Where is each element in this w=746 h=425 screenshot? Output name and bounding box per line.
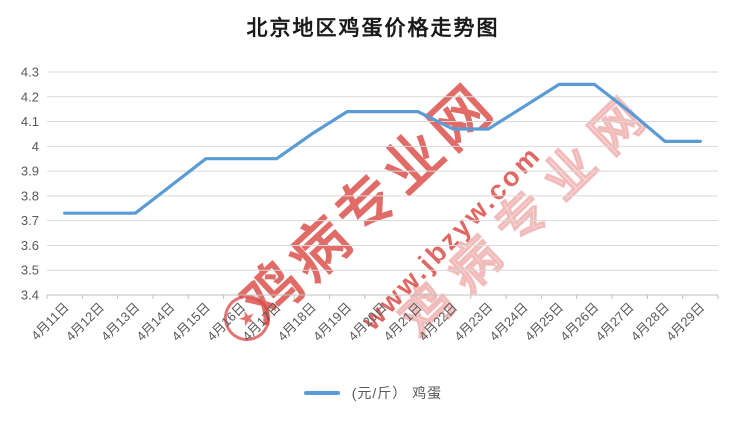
svg-text:4月18日: 4月18日 [275,300,319,344]
svg-text:3.4: 3.4 [21,288,39,303]
svg-text:3.7: 3.7 [21,213,39,228]
svg-text:3.9: 3.9 [21,164,39,179]
svg-text:4月15日: 4月15日 [169,300,213,344]
svg-text:4月20日: 4月20日 [345,300,389,344]
svg-text:4月25日: 4月25日 [522,300,566,344]
svg-text:4.1: 4.1 [21,114,39,129]
svg-text:4月16日: 4月16日 [204,300,248,344]
svg-text:4月29日: 4月29日 [663,300,707,344]
chart-title: 北京地区鸡蛋价格走势图 [246,17,500,40]
svg-text:4月22日: 4月22日 [416,300,460,344]
svg-text:4月28日: 4月28日 [628,300,672,344]
svg-text:4月12日: 4月12日 [63,300,107,344]
svg-text:4: 4 [32,139,39,154]
legend: (元/斤） 鸡蛋 [0,383,746,403]
svg-text:3.6: 3.6 [21,238,39,253]
svg-text:4月26日: 4月26日 [557,300,601,344]
svg-text:4月17日: 4月17日 [239,300,283,344]
legend-series-label: (元/斤） 鸡蛋 [351,385,443,401]
svg-text:3.5: 3.5 [21,263,39,278]
svg-text:4月21日: 4月21日 [381,300,425,344]
svg-text:4.3: 4.3 [21,65,39,80]
svg-text:4月19日: 4月19日 [310,300,354,344]
svg-text:4月14日: 4月14日 [133,300,177,344]
svg-text:3.8: 3.8 [21,188,39,203]
svg-text:4月13日: 4月13日 [98,300,142,344]
svg-text:4月24日: 4月24日 [487,300,531,344]
svg-text:4月23日: 4月23日 [451,300,495,344]
svg-text:4月27日: 4月27日 [592,300,636,344]
svg-text:4.2: 4.2 [21,89,39,104]
legend-line-marker [303,391,340,395]
